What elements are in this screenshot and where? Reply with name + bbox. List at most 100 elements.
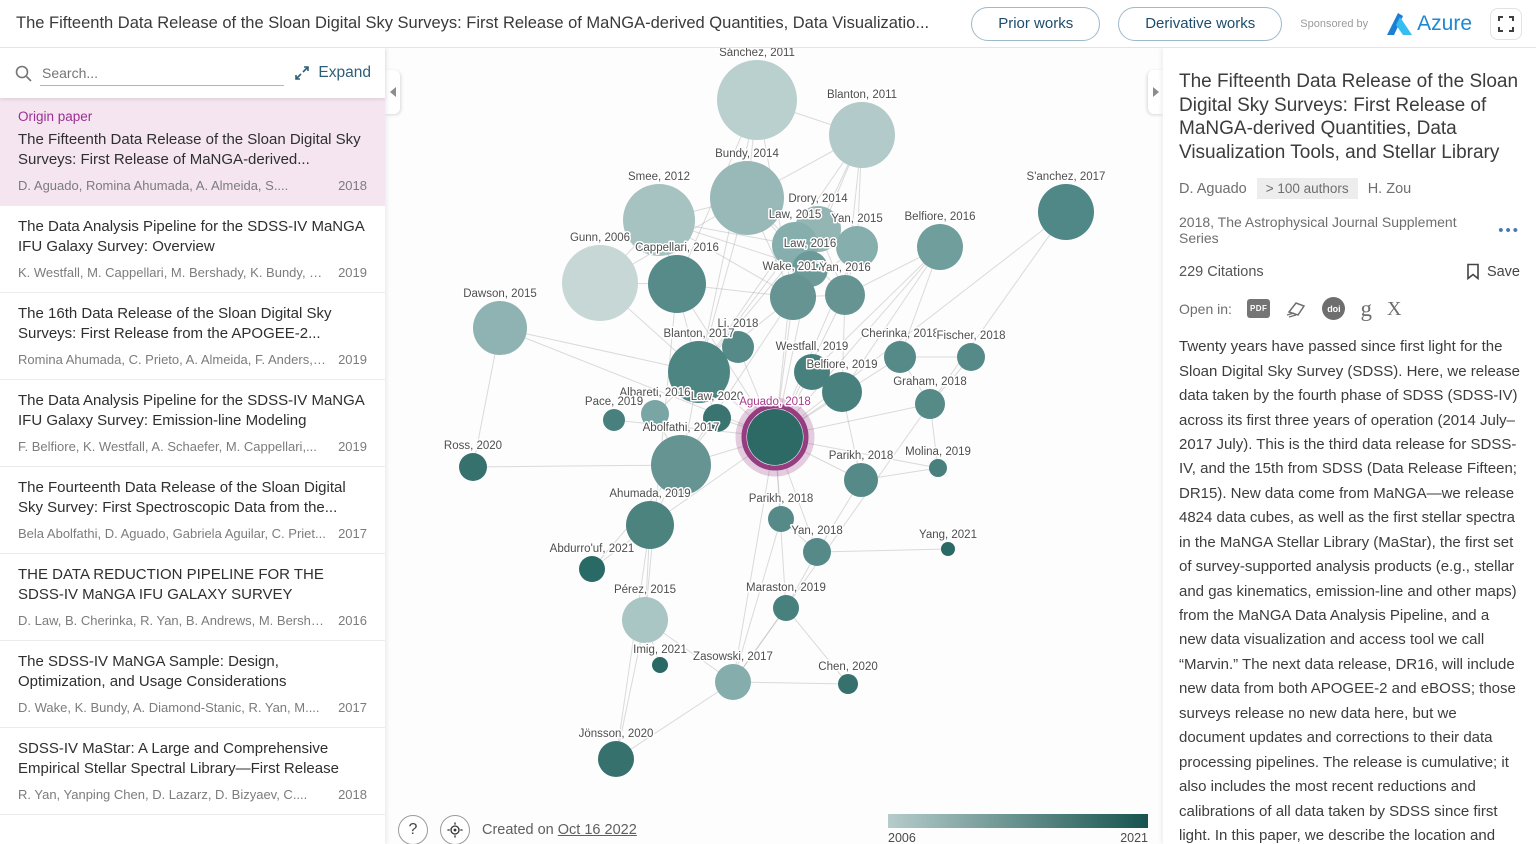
graph-node-label: Jönsson, 2020: [579, 728, 654, 740]
paper-item-meta: K. Westfall, M. Cappellari, M. Bershady,…: [18, 265, 367, 280]
graph-node[interactable]: [1038, 184, 1094, 240]
graph-node[interactable]: [641, 400, 669, 428]
paper-list-item-origin[interactable]: Origin paper The Fifteenth Data Release o…: [0, 98, 385, 206]
graph-node[interactable]: [648, 255, 706, 313]
paper-list-item[interactable]: The 16th Data Release of the Sloan Digit…: [0, 293, 385, 380]
graph-node[interactable]: [459, 453, 487, 481]
author-first[interactable]: D. Aguado: [1179, 180, 1247, 197]
graph-node[interactable]: [622, 597, 668, 643]
search-input[interactable]: [40, 60, 285, 86]
graph-edge: [774, 246, 941, 438]
paper-item-year: 2019: [338, 439, 367, 454]
graph-node-label: Yan, 2015: [831, 213, 883, 225]
graph-node[interactable]: [651, 435, 711, 495]
graph-node[interactable]: [915, 389, 945, 419]
paper-list-item[interactable]: SDSS-IV MaStar: A Large and Comprehensiv…: [0, 728, 385, 815]
graph-node[interactable]: [929, 459, 947, 477]
paper-item-authors: R. Yan, Yanping Chen, D. Lazarz, D. Bizy…: [18, 787, 308, 802]
more-menu-button[interactable]: •••: [1498, 221, 1520, 239]
graph-node-label: Pérez, 2015: [614, 584, 676, 596]
graph-node[interactable]: [668, 341, 730, 403]
paper-item-title: The Data Analysis Pipeline for the SDSS-…: [18, 392, 364, 429]
graph-node-label: Maraston, 2019: [746, 582, 826, 594]
graph-node[interactable]: [822, 372, 862, 412]
graph-node[interactable]: [717, 60, 797, 140]
graph-node[interactable]: [652, 657, 668, 673]
pdf-icon[interactable]: PDF: [1246, 299, 1271, 319]
paper-item-title: The Fifteenth Data Release of the Sloan …: [18, 131, 361, 168]
graph-edge: [816, 548, 949, 553]
search-row: Expand: [0, 48, 385, 98]
graph-node[interactable]: [623, 184, 695, 256]
graph-node[interactable]: [957, 343, 985, 371]
graph-node[interactable]: [562, 245, 638, 321]
citations-count: 229 Citations: [1179, 263, 1264, 280]
collapse-left-sidebar-button[interactable]: [385, 70, 400, 114]
graph-node[interactable]: [722, 331, 754, 363]
paper-item-meta: R. Yan, Yanping Chen, D. Lazarz, D. Bizy…: [18, 787, 367, 802]
graph-edge: [785, 607, 849, 685]
graph-node[interactable]: [626, 501, 674, 549]
graph-node[interactable]: [579, 556, 605, 582]
graph-node[interactable]: [836, 226, 878, 268]
graph-node[interactable]: [473, 301, 527, 355]
graph-node[interactable]: [703, 404, 731, 432]
graph-node-label: Chen, 2020: [818, 661, 877, 673]
paper-item-title: The Data Analysis Pipeline for the SDSS-…: [18, 218, 364, 255]
graph-node[interactable]: [917, 224, 963, 270]
graph-node[interactable]: [598, 741, 634, 777]
graph-node[interactable]: [844, 463, 878, 497]
graph-node[interactable]: [884, 341, 916, 373]
graph-node[interactable]: [794, 354, 830, 390]
graph-node[interactable]: [829, 102, 895, 168]
paper-list-item[interactable]: The Data Analysis Pipeline for the SDSS-…: [0, 380, 385, 467]
collapse-right-sidebar-button[interactable]: [1148, 70, 1163, 114]
graph-panel: Sánchez, 2011 Blanton, 2011 Bundy, 2014 Sme…: [385, 48, 1163, 844]
save-button[interactable]: Save: [1466, 263, 1520, 281]
open-in-label: Open in:: [1179, 300, 1232, 317]
chevron-right-icon: [1152, 87, 1159, 97]
graph-node[interactable]: [710, 161, 784, 235]
author-last[interactable]: H. Zou: [1367, 180, 1412, 197]
semantic-scholar-icon[interactable]: [1285, 300, 1307, 318]
graph-node[interactable]: [770, 274, 816, 320]
help-button[interactable]: ?: [398, 815, 428, 844]
expand-button[interactable]: Expand: [294, 64, 371, 82]
graph-edge: [841, 246, 941, 393]
graph-node[interactable]: [941, 542, 955, 556]
more-authors-badge[interactable]: > 100 authors: [1256, 178, 1358, 200]
derivative-works-button[interactable]: Derivative works: [1118, 6, 1283, 41]
graph-node[interactable]: [803, 538, 831, 566]
google-scholar-icon[interactable]: g: [1360, 296, 1372, 322]
graph-node[interactable]: [768, 506, 794, 532]
graph-node[interactable]: [773, 595, 799, 621]
graph-node[interactable]: [603, 409, 625, 431]
graph-node[interactable]: [747, 409, 803, 465]
graph-node[interactable]: [715, 664, 751, 700]
fullscreen-button[interactable]: [1490, 7, 1522, 40]
arxiv-icon[interactable]: X: [1386, 297, 1402, 320]
paper-list-item[interactable]: The Fourteenth Data Release of the Sloan…: [0, 467, 385, 554]
paper-list-item[interactable]: The Data Analysis Pipeline for the SDSS-…: [0, 206, 385, 293]
paper-list-item[interactable]: THE DATA REDUCTION PIPELINE FOR THE SDSS…: [0, 554, 385, 641]
graph-node-label: Aguado, 2018: [739, 396, 811, 408]
graph-node-label: Sánchez, 2011: [719, 48, 795, 59]
doi-icon[interactable]: doi: [1322, 297, 1346, 321]
paper-list-item[interactable]: The SDSS-IV MaNGA Sample: Design, Optimi…: [0, 641, 385, 728]
graph-edge: [680, 296, 794, 466]
recenter-button[interactable]: [440, 815, 470, 844]
citation-graph[interactable]: Sánchez, 2011 Blanton, 2011 Bundy, 2014 Sme…: [385, 48, 1163, 844]
graph-node-label: Belfiore, 2016: [905, 211, 976, 223]
paper-item-year: 2019: [338, 265, 367, 280]
left-sidebar: Expand Origin paper The Fifteenth Data Re…: [0, 48, 385, 844]
selected-node-ring: [741, 403, 809, 471]
graph-node[interactable]: [825, 275, 865, 315]
paper-item-meta: Romina Ahumada, C. Prieto, A. Almeida, F…: [18, 352, 367, 367]
prior-works-button[interactable]: Prior works: [971, 6, 1101, 41]
created-on-date[interactable]: Oct 16 2022: [557, 822, 637, 838]
graph-node-label: Abolfathi, 2017: [643, 422, 720, 434]
graph-node[interactable]: [838, 674, 858, 694]
azure-logo[interactable]: Azure: [1386, 12, 1472, 36]
chevron-left-icon: [389, 87, 396, 97]
graph-node-label: Blanton, 2011: [827, 89, 897, 101]
